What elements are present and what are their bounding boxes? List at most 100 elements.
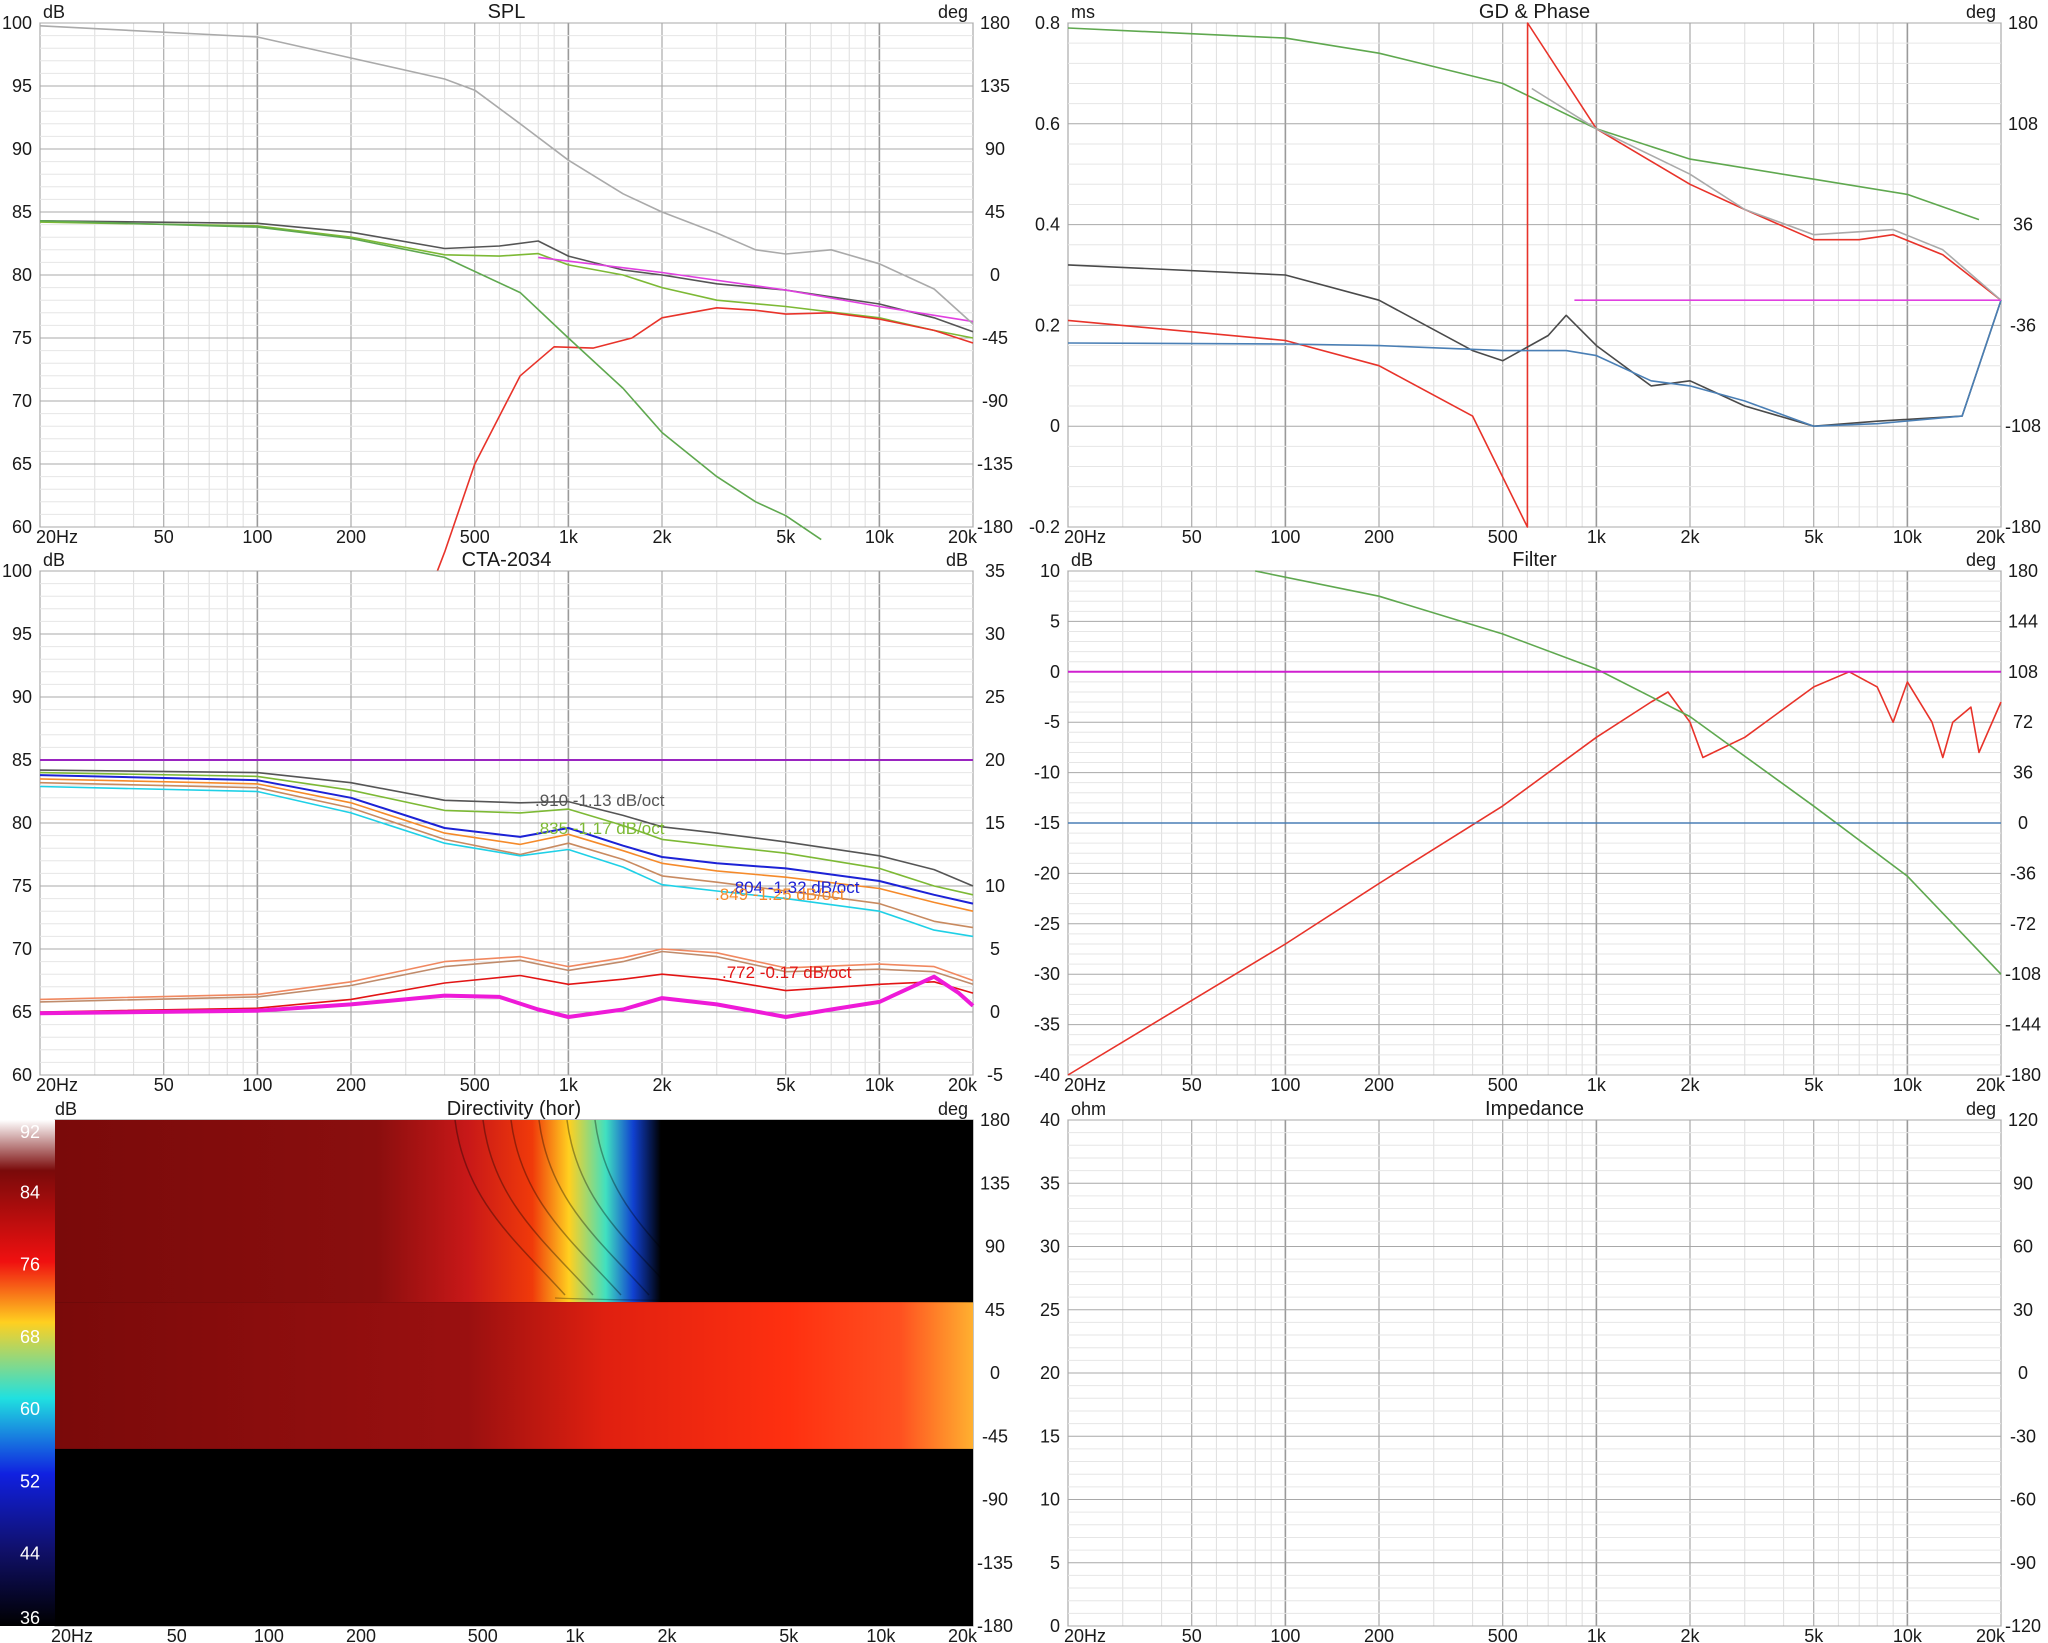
spl-panel: 100 95 90 85 80 75 70 65 60 180 135 90 45 0 -45 -90 -135… bbox=[2, 1, 1013, 654]
cta-title: CTA-2034 bbox=[462, 549, 552, 571]
cta-series-line[interactable] bbox=[39, 948, 974, 1001]
right-axis-tick-label: -108 bbox=[2005, 416, 2041, 436]
gd-left-unit: ms bbox=[1071, 2, 1095, 22]
left-axis-tick-label: 10 bbox=[1040, 1490, 1060, 1510]
cta-series-line[interactable] bbox=[39, 974, 975, 1019]
x-axis-tick-label: 5k bbox=[1804, 527, 1824, 547]
x-axis-tick-label: 1k bbox=[1587, 1075, 1607, 1095]
gd-series-line[interactable] bbox=[1067, 22, 2002, 528]
spl-left-unit: dB bbox=[43, 2, 65, 22]
filter-series-line[interactable] bbox=[1255, 570, 2002, 975]
colorbar: 92 84 76 68 60 52 44 36 bbox=[0, 1120, 55, 1628]
cta-series-line[interactable] bbox=[39, 769, 974, 887]
right-axis-tick-label: 60 bbox=[2013, 1237, 2033, 1257]
gd-plot-area[interactable] bbox=[1067, 22, 2002, 528]
x-axis-tick-label: 5k bbox=[776, 527, 796, 547]
colorbar-scale bbox=[0, 1120, 55, 1626]
right-axis-tick-label: -90 bbox=[982, 391, 1008, 411]
spl-series-line[interactable] bbox=[39, 220, 822, 541]
cta-series-line[interactable] bbox=[39, 781, 974, 929]
right-axis-tick-label: 180 bbox=[2008, 561, 2038, 581]
x-axis-tick-label: 20Hz bbox=[51, 1626, 93, 1643]
cta-annotation-a4: .849 -1.25 dB/oct bbox=[715, 885, 845, 904]
left-axis-tick-label: 30 bbox=[1040, 1237, 1060, 1257]
directivity-upper-band bbox=[55, 1120, 973, 1303]
gd-series-line[interactable] bbox=[1067, 264, 2002, 428]
x-axis-tick-label: 10k bbox=[1893, 1626, 1923, 1643]
filter-series-line[interactable] bbox=[1067, 670, 2002, 1076]
spl-title: SPL bbox=[488, 1, 526, 23]
x-axis-tick-label: 2k bbox=[1680, 1626, 1700, 1643]
spl-series-line[interactable] bbox=[538, 256, 974, 323]
right-axis-tick-label: 20 bbox=[985, 750, 1005, 770]
left-axis-tick-label: 25 bbox=[1040, 1300, 1060, 1320]
directivity-contours bbox=[454, 1119, 974, 1303]
right-axis-tick-label: -90 bbox=[2010, 1553, 2036, 1573]
x-axis-tick-label: 100 bbox=[254, 1626, 284, 1643]
right-axis-tick-label: -135 bbox=[977, 454, 1013, 474]
cta-series-line[interactable] bbox=[39, 785, 974, 938]
spl-series-line[interactable] bbox=[39, 25, 974, 325]
left-axis-tick-label: 95 bbox=[12, 624, 32, 644]
filter-grid bbox=[1067, 570, 2002, 1076]
x-axis-tick-label: 100 bbox=[1270, 1626, 1300, 1643]
cta-annotation-a3: .804 -1.32 dB/oct bbox=[730, 878, 860, 897]
x-axis-tick-label: 100 bbox=[1270, 1075, 1300, 1095]
right-axis-tick-label: 36 bbox=[2013, 763, 2033, 783]
spl-series-line[interactable] bbox=[39, 220, 974, 333]
right-axis-tick-label: -180 bbox=[977, 1616, 1013, 1636]
cta-series-line[interactable] bbox=[39, 973, 974, 1013]
right-axis-tick-label: -108 bbox=[2005, 964, 2041, 984]
x-axis-tick-label: 1k bbox=[559, 527, 579, 547]
x-axis-tick-label: 200 bbox=[336, 1075, 366, 1095]
left-axis-tick-label: 0 bbox=[1050, 662, 1060, 682]
cta-series-line[interactable] bbox=[39, 771, 974, 896]
right-axis-tick-label: -180 bbox=[977, 517, 1013, 537]
left-axis-tick-label: 15 bbox=[1040, 1426, 1060, 1446]
left-axis-tick-label: 90 bbox=[12, 687, 32, 707]
x-axis-tick-label: 10k bbox=[1893, 527, 1923, 547]
x-axis-tick-label: 10k bbox=[866, 1626, 896, 1643]
x-axis-tick-label: 500 bbox=[1488, 527, 1518, 547]
directivity-left-unit: dB bbox=[55, 1099, 77, 1119]
filter-title: Filter bbox=[1512, 549, 1557, 571]
right-axis-tick-label: 10 bbox=[985, 876, 1005, 896]
cta-series-line[interactable] bbox=[39, 778, 974, 912]
directivity-right-unit: deg bbox=[938, 1099, 968, 1119]
gd-series-line[interactable] bbox=[1531, 87, 2002, 301]
colorbar-tick-label: 44 bbox=[20, 1544, 40, 1564]
gd-panel: 0.8 0.6 0.4 0.2 0 -0.2 180 108 36 -36 -108 -180 20Hz… bbox=[1029, 1, 2041, 547]
x-axis-tick-label: 20Hz bbox=[36, 527, 78, 547]
x-axis-tick-label: 1k bbox=[1587, 527, 1607, 547]
colorbar-tick-label: 92 bbox=[20, 1122, 40, 1142]
left-axis-tick-label: 20 bbox=[1040, 1363, 1060, 1383]
cta-left-unit: dB bbox=[43, 550, 65, 570]
contour-line bbox=[566, 1119, 678, 1296]
x-axis-tick-label: 5k bbox=[1804, 1626, 1824, 1643]
impedance-left-unit: ohm bbox=[1071, 1099, 1106, 1119]
x-axis-tick-label: 100 bbox=[242, 527, 272, 547]
right-axis-tick-label: -5 bbox=[987, 1065, 1003, 1085]
cta-series-line[interactable] bbox=[39, 950, 974, 1003]
left-axis-tick-label: 0.4 bbox=[1035, 215, 1060, 235]
x-axis-tick-label: 5k bbox=[779, 1626, 799, 1643]
x-axis-tick-label: 50 bbox=[1182, 1626, 1202, 1643]
gd-series-group bbox=[1067, 22, 2002, 528]
cta-right-unit: dB bbox=[946, 550, 968, 570]
spl-series-line[interactable] bbox=[39, 221, 974, 339]
impedance-title: Impedance bbox=[1485, 1098, 1584, 1120]
left-axis-tick-label: 0 bbox=[1050, 1616, 1060, 1636]
x-axis-tick-label: 20k bbox=[948, 1626, 978, 1643]
x-axis-tick-label: 20k bbox=[948, 527, 978, 547]
spl-series-line[interactable] bbox=[405, 306, 974, 654]
right-axis-tick-label: 180 bbox=[2008, 13, 2038, 33]
cta-series-line[interactable] bbox=[39, 774, 974, 905]
right-axis-tick-label: 0 bbox=[2018, 813, 2028, 833]
left-axis-tick-label: 75 bbox=[12, 876, 32, 896]
x-axis-tick-label: 100 bbox=[1270, 527, 1300, 547]
left-axis-tick-label: 0 bbox=[1050, 416, 1060, 436]
colorbar-tick-label: 84 bbox=[20, 1182, 40, 1202]
left-axis-tick-label: 100 bbox=[2, 13, 32, 33]
impedance-grid bbox=[1067, 1119, 2002, 1627]
gd-series-line[interactable] bbox=[1067, 299, 2002, 428]
